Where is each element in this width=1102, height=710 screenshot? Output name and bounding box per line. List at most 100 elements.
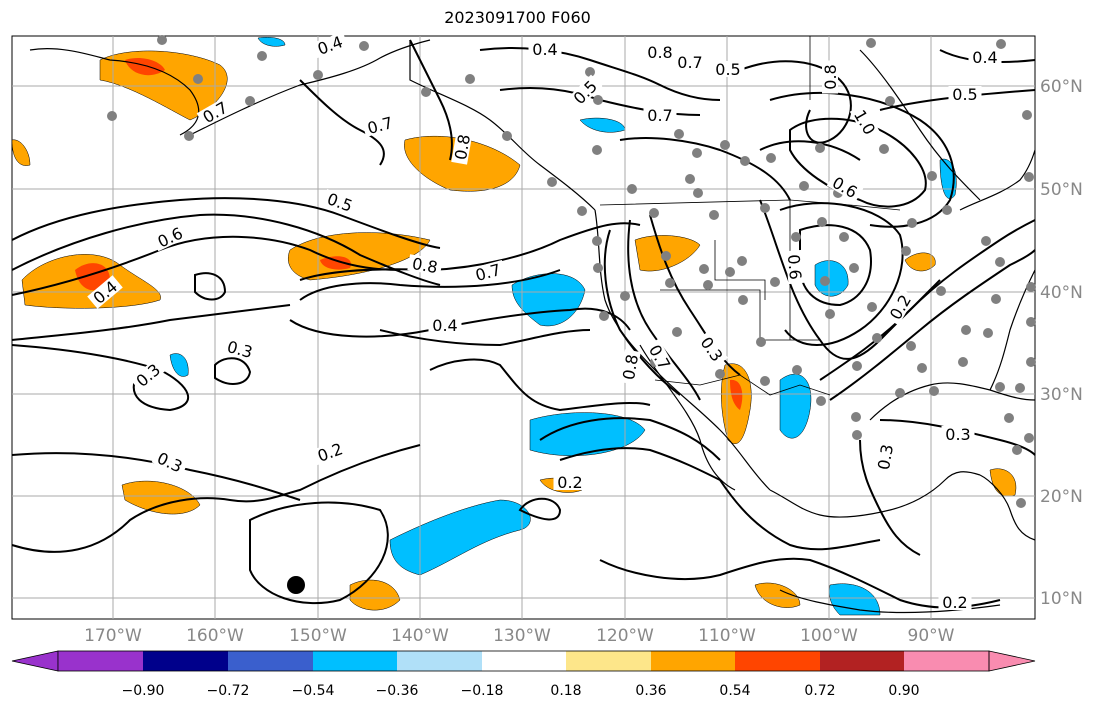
- map-panel: 0.4 0.4 0.80.7 0.50.70.50.7 0.70.80.50.40.81…: [11, 31, 1083, 646]
- contour-label: 0.8: [647, 43, 672, 62]
- contour-label: 0.4: [432, 316, 457, 335]
- contour-line: [879, 89, 1036, 111]
- contour-label: 0.8: [451, 133, 474, 161]
- colorbar-tick-label: 0.90: [888, 683, 919, 699]
- contour-label-bg: [451, 129, 473, 165]
- contour-label-bg: [221, 337, 259, 361]
- contour-label-bg: [151, 447, 189, 477]
- colorbar-tick-label: −0.90: [122, 683, 165, 699]
- contour-label-bg: [941, 426, 975, 442]
- contour-label: 0.4: [532, 40, 557, 59]
- contour-label-bg: [130, 358, 166, 392]
- contour-line: [879, 419, 1036, 456]
- colorbar-segment: [820, 651, 904, 671]
- colorbar-segment: [58, 651, 143, 671]
- marker-dot: [287, 576, 305, 594]
- colorbar-segments: [11, 650, 1036, 672]
- contour-line: [739, 60, 852, 144]
- contour-line: [379, 329, 591, 347]
- contour-line: [11, 197, 441, 249]
- contour-label-bg: [361, 113, 399, 137]
- contour-label: 0.5: [952, 85, 977, 104]
- latitude-labels: 60°N 50°N 40°N 30°N 20°N 10°N: [1040, 77, 1083, 609]
- contour-line: [11, 235, 401, 296]
- colorbar-segment: [482, 651, 566, 671]
- colorbar-tick-label: −0.18: [461, 683, 504, 699]
- contour-line: [719, 479, 881, 551]
- colorbar-tick-label: 0.54: [719, 683, 750, 699]
- contour-line: [429, 358, 651, 412]
- contour-line: [194, 272, 227, 301]
- colorbar-tick-label: 0.36: [635, 683, 666, 699]
- lat-label: 20°N: [1040, 487, 1083, 507]
- contour-line: [829, 249, 1036, 401]
- contour-line: [789, 117, 927, 208]
- shade-region: [904, 252, 936, 272]
- contour-label-bg: [311, 438, 349, 466]
- contour-line: [799, 224, 872, 307]
- contour-line: [289, 307, 631, 338]
- contour-label-bg: [619, 349, 641, 385]
- contour-line: [214, 357, 252, 385]
- contour-line: [859, 439, 921, 556]
- shade-region: [75, 263, 110, 291]
- contour-label-bg: [822, 60, 838, 94]
- shade-region: [11, 139, 31, 166]
- contour-label: 0.7: [677, 53, 702, 72]
- contour-label-bg: [553, 474, 587, 490]
- longitude-labels: 170°W 160°W 150°W 140°W 130°W 120°W 110°…: [84, 626, 955, 646]
- contour-label-bg: [87, 275, 123, 309]
- colorbar-extend-right: [988, 650, 1036, 672]
- contour-label-bg: [826, 171, 864, 203]
- contour-line: [819, 219, 1036, 381]
- shade-region: [754, 582, 801, 608]
- contour-label-bg: [321, 188, 359, 216]
- lon-label: 160°W: [186, 626, 244, 646]
- colorbar: −0.90 −0.72 −0.54 −0.36 −0.18 0.18 0.36 …: [11, 650, 1036, 699]
- colorbar-segment: [397, 651, 482, 671]
- shade-region: [125, 58, 165, 76]
- shade-region: [730, 379, 743, 410]
- colorbar-ticks: −0.90 −0.72 −0.54 −0.36 −0.18 0.18 0.36 …: [122, 683, 920, 699]
- colorbar-extend-left: [11, 650, 59, 672]
- contour-label: 0.6: [784, 254, 805, 281]
- contour-label-bg: [567, 74, 603, 110]
- contour-label-bg: [407, 254, 443, 276]
- lat-label: 50°N: [1040, 180, 1083, 200]
- graticule: [12, 36, 1035, 619]
- colorbar-segment: [143, 651, 228, 671]
- contour-label: 0.8: [821, 64, 840, 89]
- contour-label-bg: [528, 41, 562, 57]
- contour-label: 0.2: [557, 473, 582, 492]
- contour-label-bg: [948, 86, 982, 102]
- contour-label-bg: [695, 330, 729, 368]
- contour-label-bg: [469, 260, 507, 284]
- contour-line: [409, 39, 453, 161]
- colorbar-tick-label: −0.72: [207, 683, 250, 699]
- lon-label: 110°W: [698, 626, 756, 646]
- contour-label-bg: [643, 107, 677, 123]
- colorbar-segment: [228, 651, 313, 671]
- shade-region: [169, 353, 189, 377]
- contour-line: [11, 444, 421, 553]
- lat-label: 60°N: [1040, 77, 1083, 97]
- contour-label-bg: [968, 49, 1002, 65]
- contour-line: [603, 229, 681, 396]
- colorbar-tick-label: 0.72: [804, 683, 835, 699]
- shade-region: [320, 256, 351, 270]
- contour-label-bg: [874, 439, 896, 475]
- contour-line: [779, 202, 904, 346]
- map-title: 2023091700 F060: [444, 8, 591, 27]
- colorbar-segment: [904, 651, 989, 671]
- contour-label-bg: [643, 44, 677, 60]
- shade-region: [389, 499, 531, 576]
- contour-label: 0.3: [874, 443, 897, 471]
- contour-line: [11, 344, 190, 412]
- contour-label-bg: [644, 338, 676, 376]
- lon-label: 140°W: [391, 626, 449, 646]
- contour-label-bg: [938, 594, 972, 610]
- contour-line: [299, 79, 385, 166]
- contour-label: 0.8: [411, 254, 439, 277]
- colorbar-segment: [313, 651, 397, 671]
